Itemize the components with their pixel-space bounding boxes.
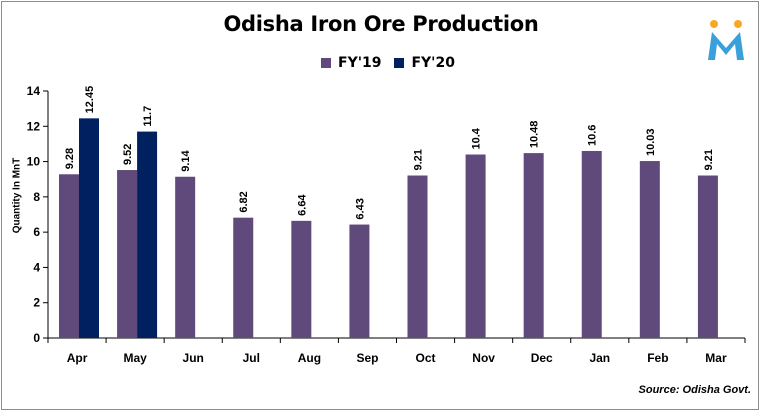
data-label: 10.48 <box>529 121 541 149</box>
data-label: 9.52 <box>122 144 134 165</box>
x-tick-label: Sep <box>356 351 378 365</box>
legend-item-fy19: FY'19 <box>321 55 381 71</box>
bar-fy19 <box>59 174 79 338</box>
data-label: 10.4 <box>471 127 483 149</box>
chart-legend: FY'19 FY'20 <box>321 55 468 71</box>
y-tick-label: 4 <box>33 260 40 274</box>
data-label: 9.14 <box>180 149 192 171</box>
data-label: 6.82 <box>238 191 250 212</box>
bar-fy20 <box>79 118 99 338</box>
x-tick-label: Mar <box>705 351 727 365</box>
bar-fy19 <box>697 175 718 338</box>
bar-fy19 <box>349 224 370 338</box>
y-tick-label: 6 <box>33 225 40 239</box>
x-tick-label: Jun <box>183 351 204 365</box>
legend-label-fy19: FY'19 <box>338 55 382 71</box>
data-label: 9.28 <box>64 148 76 169</box>
bar-fy20 <box>137 131 158 338</box>
data-label: 11.7 <box>142 106 154 127</box>
data-label: 9.21 <box>703 149 715 170</box>
brand-logo-icon <box>708 20 744 60</box>
bar-fy19 <box>523 153 544 338</box>
data-label: 10.03 <box>645 129 657 157</box>
bar-fy19 <box>175 176 196 338</box>
y-tick-label: 14 <box>27 84 41 98</box>
y-tick-label: 0 <box>33 331 40 345</box>
x-tick-label: Dec <box>531 351 553 365</box>
x-tick-label: Jul <box>243 351 260 365</box>
bar-fy19 <box>291 220 312 338</box>
bar-fy19 <box>233 217 254 338</box>
y-tick-label: 10 <box>27 155 41 169</box>
y-tick-label: 2 <box>33 296 40 310</box>
y-tick-label: 12 <box>27 119 41 133</box>
data-label: 12.45 <box>84 86 96 114</box>
x-tick-label: Apr <box>67 351 88 365</box>
data-label: 6.64 <box>296 194 308 216</box>
bar-fy19 <box>465 154 486 338</box>
data-label: 9.21 <box>413 149 425 170</box>
x-tick-label: May <box>123 351 147 365</box>
data-label: 10.6 <box>587 125 599 146</box>
legend-swatch-fy20 <box>394 58 405 68</box>
bar-fy19 <box>581 150 602 338</box>
x-tick-label: Oct <box>416 351 436 365</box>
y-tick-label: 8 <box>33 190 40 204</box>
legend-item-fy20: FY'20 <box>394 55 455 71</box>
x-tick-label: Aug <box>298 351 321 365</box>
legend-swatch-fy19 <box>321 58 331 68</box>
x-tick-label: Jan <box>589 351 610 365</box>
x-tick-label: Feb <box>647 351 668 365</box>
source-note: Source: Odisha Govt. <box>638 384 751 396</box>
chart-title: Odisha Iron Ore Production <box>223 12 539 36</box>
bar-fy19 <box>407 175 428 338</box>
data-label: 6.43 <box>354 198 366 219</box>
bar-fy19 <box>117 170 138 338</box>
legend-label-fy20: FY'20 <box>411 55 455 71</box>
x-tick-label: Nov <box>472 351 495 365</box>
bar-fy19 <box>639 161 660 338</box>
